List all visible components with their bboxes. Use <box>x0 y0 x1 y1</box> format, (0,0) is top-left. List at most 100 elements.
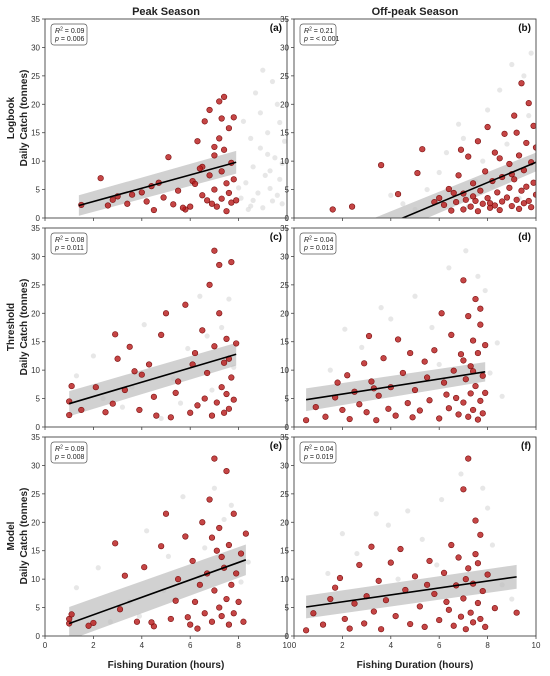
y-tick-label: 10 <box>31 366 40 375</box>
data-point <box>455 172 462 179</box>
data-point <box>477 305 484 312</box>
data-point <box>467 203 474 210</box>
data-point <box>133 618 141 625</box>
data-point <box>141 564 148 571</box>
background-point <box>509 61 515 68</box>
y-tick-label: 35 <box>31 224 40 233</box>
data-point <box>175 576 182 583</box>
data-point <box>138 189 145 196</box>
background-point <box>497 87 503 93</box>
panel-frame <box>44 18 288 219</box>
row-label-model-axis: Daily Catch (tonnes) <box>19 488 30 585</box>
data-point <box>242 530 249 537</box>
background-point <box>460 135 466 141</box>
data-point <box>334 379 341 386</box>
data-point <box>121 572 128 579</box>
background-point <box>528 50 534 56</box>
data-point <box>486 200 494 207</box>
y-tick-label: 0 <box>36 214 41 223</box>
background-point <box>265 151 271 157</box>
background-point <box>412 293 418 299</box>
y-tick-label: 30 <box>280 43 289 52</box>
data-point <box>365 332 373 340</box>
data-point <box>211 587 218 594</box>
r-squared-value: R2 = 0.09 <box>55 445 85 454</box>
stats-box <box>299 23 337 46</box>
panel-frame <box>293 18 537 219</box>
y-tick-label: 0 <box>36 423 41 432</box>
y-tick-label: 15 <box>280 338 289 347</box>
data-point <box>491 605 498 612</box>
column-title-offpeak: Off-peak Season <box>372 6 459 18</box>
data-point <box>518 187 525 194</box>
data-point <box>532 191 536 198</box>
data-point <box>375 392 382 399</box>
x-tick-label: 4 <box>140 641 145 650</box>
data-point <box>218 195 225 202</box>
data-point <box>191 180 199 187</box>
data-point <box>387 559 394 566</box>
data-point <box>158 543 165 550</box>
background-point <box>342 326 348 332</box>
data-point <box>225 541 233 549</box>
background-point <box>489 542 496 548</box>
data-point <box>356 561 363 569</box>
data-point <box>356 401 363 408</box>
y-tick-label: 20 <box>31 100 40 109</box>
y-tick-label: 5 <box>36 186 41 195</box>
data-point <box>503 194 511 201</box>
regression-line <box>68 559 247 625</box>
data-point <box>208 200 216 207</box>
p-value: p = < 0.001 <box>303 36 340 43</box>
data-point <box>208 534 216 541</box>
background-point <box>202 545 208 551</box>
data-point <box>491 149 498 156</box>
data-point <box>211 186 218 193</box>
background-point <box>400 201 406 207</box>
data-point <box>237 550 245 557</box>
background-point <box>521 73 527 79</box>
y-tick-label: 35 <box>280 433 289 442</box>
regression-line <box>305 576 517 608</box>
data-point <box>448 207 455 214</box>
data-point <box>112 331 119 338</box>
data-point <box>206 172 213 179</box>
x-tick-label: 10 <box>532 641 541 650</box>
data-point <box>223 595 230 603</box>
data-point <box>494 189 501 196</box>
data-point <box>414 169 421 177</box>
data-point <box>204 369 211 377</box>
data-point <box>194 625 201 632</box>
data-point <box>148 619 155 626</box>
data-point <box>511 176 518 183</box>
data-point <box>416 407 423 414</box>
panel-e: 0 5 10 15 20 25 30 35 0 2 4 6 8 10 R2 = 0.09p = 0.008 (… <box>31 433 292 650</box>
background-point <box>419 536 425 542</box>
y-tick-label: 5 <box>36 604 41 613</box>
panel-letter: (e) <box>270 441 282 452</box>
data-point <box>457 613 465 620</box>
y-tick-label: 25 <box>31 490 40 499</box>
data-point <box>421 358 428 365</box>
p-value: p = 0.008 <box>54 454 85 461</box>
data-point <box>322 413 329 420</box>
data-point <box>216 98 223 105</box>
data-point <box>368 378 375 385</box>
y-tick-label: 20 <box>280 100 289 109</box>
background-point <box>446 265 452 271</box>
data-point <box>530 122 536 129</box>
data-point <box>199 192 206 199</box>
data-point <box>421 623 428 631</box>
data-point <box>361 620 368 627</box>
data-point <box>370 608 377 615</box>
data-point <box>150 206 157 214</box>
background-point <box>277 176 283 182</box>
y-tick-label: 35 <box>280 15 289 24</box>
background-point <box>228 502 234 508</box>
plot-area-f <box>303 455 520 634</box>
y-tick-label: 10 <box>31 575 40 584</box>
data-point <box>479 587 486 595</box>
data-point <box>223 335 230 342</box>
data-point <box>436 415 443 422</box>
background-point <box>395 576 401 582</box>
